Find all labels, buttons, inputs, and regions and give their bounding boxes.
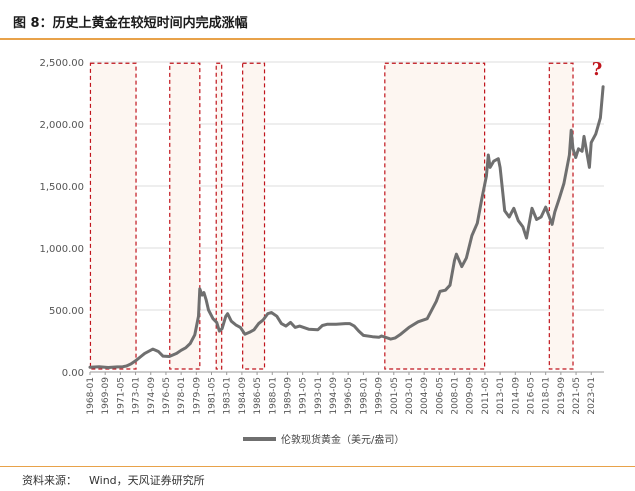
x-tick-label: 2013-01 <box>496 377 506 415</box>
x-tick-label: 2006-05 <box>435 377 445 415</box>
figure-title: 图 8：历史上黄金在较短时间内完成涨幅 <box>13 16 248 31</box>
highlight-box <box>215 62 223 370</box>
x-tick-label: 2014-09 <box>511 377 521 415</box>
highlight-box <box>89 62 137 370</box>
x-tick-label: 1994-09 <box>329 377 339 415</box>
highlight-periods <box>89 62 574 370</box>
source-divider <box>0 466 635 467</box>
x-tick-label: 2016-05 <box>526 377 536 415</box>
x-tick-label: 2023-01 <box>587 377 597 415</box>
x-axis-ticks: 1968-01 1969-09 1971-05 1973-01 1974-09 1976-… <box>86 372 597 415</box>
x-tick-label: 1978-01 <box>177 377 187 415</box>
title-divider <box>0 38 635 40</box>
x-tick-label: 2001-05 <box>390 377 400 415</box>
grid-lines <box>90 61 604 311</box>
x-tick-label: 1968-01 <box>86 377 96 415</box>
x-tick-label: 1976-05 <box>162 377 172 415</box>
legend: 伦敦现货黄金（美元/盎司） <box>243 433 404 446</box>
x-tick-label: 1993-01 <box>314 377 324 415</box>
x-tick-label: 1979-09 <box>192 377 202 415</box>
legend-label: 伦敦现货黄金（美元/盎司） <box>281 433 404 446</box>
x-tick-label: 1989-09 <box>283 377 293 415</box>
y-axis-ticks: 0.00 500.00 1,000.00 1,500.00 2,000.00 2,500.… <box>39 58 84 379</box>
x-tick-label: 2019-09 <box>557 377 567 415</box>
source-value: Wind，天风证券研究所 <box>89 474 205 487</box>
x-tick-label: 2008-01 <box>451 377 461 415</box>
x-tick-label: 1974-09 <box>147 377 157 415</box>
y-tick-label: 1,000.00 <box>39 244 84 255</box>
x-tick-label: 1981-05 <box>208 377 218 415</box>
x-tick-label: 2004-09 <box>420 377 430 415</box>
highlight-box <box>169 62 201 370</box>
x-tick-label: 1998-01 <box>359 377 369 415</box>
x-tick-label: 2021-05 <box>572 377 582 415</box>
source-note: 资料来源： Wind，天风证券研究所 <box>22 472 205 488</box>
x-tick-label: 2011-05 <box>481 377 491 415</box>
x-tick-label: 1988-01 <box>268 377 278 415</box>
x-tick-label: 2009-09 <box>466 377 476 415</box>
x-tick-label: 1999-09 <box>375 377 385 415</box>
series-line <box>88 85 605 369</box>
y-tick-label: 2,000.00 <box>39 120 84 131</box>
x-tick-label: 1973-01 <box>132 377 142 415</box>
x-tick-label: 1991-05 <box>299 377 309 415</box>
x-tick-label: 1969-09 <box>101 377 111 415</box>
x-tick-label: 1983-01 <box>223 377 233 415</box>
highlight-box <box>384 62 486 370</box>
y-tick-label: 1,500.00 <box>39 182 84 193</box>
chart: 0.00 500.00 1,000.00 1,500.00 2,000.00 2,500.… <box>39 58 605 446</box>
x-tick-label: 1996-05 <box>344 377 354 415</box>
x-tick-label: 1971-05 <box>116 377 126 415</box>
source-label: 资料来源： <box>22 474 77 487</box>
x-tick-label: 2003-01 <box>405 377 415 415</box>
y-tick-label: 2,500.00 <box>39 58 84 69</box>
x-tick-label: 1986-05 <box>253 377 263 415</box>
highlight-box <box>242 62 266 370</box>
y-tick-label: 500.00 <box>49 306 84 317</box>
x-tick-label: 2018-01 <box>542 377 552 415</box>
y-tick-label: 0.00 <box>62 368 84 379</box>
question-annotation: ? <box>592 59 603 80</box>
x-tick-label: 1984-09 <box>238 377 248 415</box>
series-layer <box>88 85 605 369</box>
